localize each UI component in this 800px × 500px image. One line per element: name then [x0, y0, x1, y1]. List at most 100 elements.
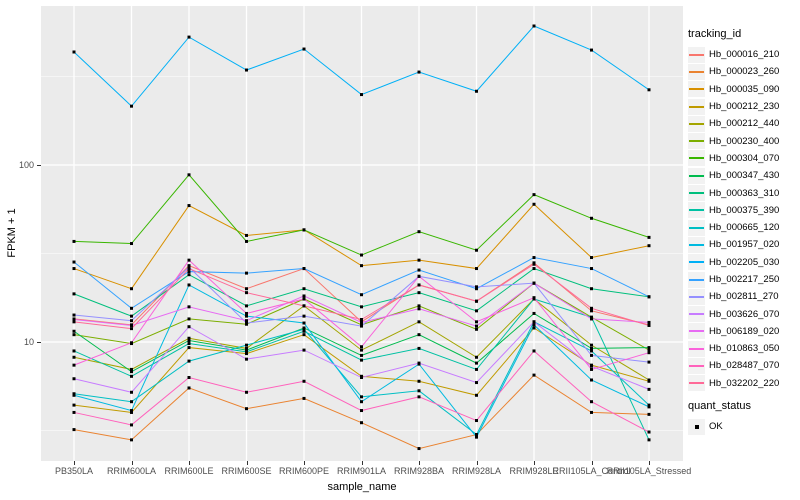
data-point-Hb_000212_440: [590, 343, 593, 347]
data-point-Hb_002217_250: [245, 271, 248, 275]
data-point-Hb_000230_400: [417, 304, 421, 308]
data-point-Hb_002205_030: [647, 88, 651, 92]
data-point-Hb_002205_030: [417, 70, 421, 74]
legend-key-line-icon: [689, 209, 704, 212]
data-point-Hb_000035_090: [417, 258, 421, 262]
data-point-Hb_003626_070: [590, 364, 593, 368]
data-point-Hb_028487_070: [590, 400, 593, 404]
legend-key-swatch: [688, 219, 705, 236]
data-point-Hb_000363_310: [130, 314, 133, 318]
legend-key-swatch: [688, 167, 705, 184]
data-point-Hb_003626_070: [647, 387, 651, 391]
data-point-Hb_000304_070: [360, 253, 363, 257]
legend-tracking-id: tracking_id Hb_000016_210 Hb_000023_260 Hb…: [688, 28, 798, 392]
legend-entry: Hb_032202_220: [688, 375, 798, 392]
data-point-Hb_032202_220: [647, 323, 651, 327]
data-point-Hb_000035_090: [360, 264, 363, 268]
data-point-Hb_000035_090: [130, 287, 133, 291]
data-point-Hb_003626_070: [187, 325, 191, 329]
legend-entry: Hb_000665_120: [688, 219, 798, 236]
data-point-Hb_002811_270: [302, 314, 306, 318]
legend-key-swatch: [688, 202, 705, 219]
data-point-Hb_000212_230: [417, 379, 421, 383]
legend-entries: Hb_000016_210 Hb_000023_260 Hb_000035_090 H…: [688, 46, 798, 392]
data-point-Hb_003626_070: [532, 320, 536, 324]
data-point-Hb_000347_430: [187, 338, 191, 342]
data-point-Hb_000035_090: [187, 204, 191, 208]
data-point-Hb_000023_260: [417, 447, 421, 451]
data-point-Hb_028487_070: [302, 379, 306, 383]
data-point-Hb_002217_250: [647, 295, 651, 299]
data-point-Hb_003626_070: [302, 348, 306, 352]
data-point-Hb_003626_070: [72, 377, 76, 381]
legend2-entries: OK: [688, 418, 798, 435]
data-point-Hb_006189_020: [72, 318, 76, 322]
x-tick-label: RRIM600PE: [278, 466, 330, 476]
data-point-Hb_000347_430: [245, 348, 248, 352]
data-point-Hb_000375_390: [130, 374, 133, 378]
legend-entry-label: Hb_002217_250: [709, 274, 780, 285]
data-point-Hb_006189_020: [647, 320, 651, 324]
x-tick-mark: [476, 461, 478, 465]
x-tick-mark: [649, 461, 650, 465]
legend-entry: Hb_000035_090: [688, 81, 798, 98]
data-point-Hb_002205_030: [245, 68, 248, 72]
data-point-Hb_000304_070: [475, 248, 478, 252]
data-point-Hb_006189_020: [130, 323, 133, 327]
x-tick-label: RRIM600SE: [221, 466, 272, 476]
legend-entry-label: Hb_010863_050: [709, 343, 780, 355]
data-point-Hb_001957_020: [360, 400, 363, 404]
data-point-Hb_002217_250: [475, 287, 478, 291]
legend-key-line-icon: [689, 313, 704, 316]
legend-key-swatch: [688, 340, 705, 357]
legend-entry-label: Hb_000375_390: [709, 204, 780, 216]
data-point-Hb_000665_120: [417, 389, 421, 393]
data-point-Hb_028487_070: [130, 423, 133, 427]
data-point-Hb_000665_120: [72, 392, 76, 396]
legend-entry-label: Hb_003626_070: [709, 308, 780, 320]
legend-key-swatch: [688, 98, 705, 115]
data-point-Hb_002205_030: [302, 47, 306, 51]
data-point-Hb_000023_260: [532, 373, 536, 377]
data-point-Hb_001957_020: [72, 393, 76, 397]
legend-quant-status: quant_status OK: [688, 400, 798, 435]
data-point-Hb_028487_070: [72, 410, 76, 414]
data-point-Hb_032202_220: [417, 283, 421, 287]
x-tick-label: RRIM928LA: [451, 466, 502, 476]
data-point-Hb_000363_310: [590, 287, 593, 291]
legend-entry: Hb_000363_310: [688, 184, 798, 202]
data-point-Hb_002811_270: [475, 285, 478, 289]
legend-key-swatch: [688, 63, 705, 80]
data-point-Hb_028487_070: [245, 390, 248, 394]
data-point-Hb_028487_070: [417, 395, 421, 399]
legend-key-swatch: [688, 81, 705, 98]
data-point-Hb_000212_230: [130, 410, 133, 414]
legend-entry-label: Hb_000212_440: [709, 118, 780, 130]
x-tick-label: RRIM600LE: [164, 466, 214, 476]
data-point-Hb_000212_440: [187, 336, 191, 340]
data-point-Hb_000363_310: [417, 291, 421, 295]
data-point-Hb_010863_050: [72, 363, 76, 367]
data-point-Hb_006189_020: [302, 294, 306, 298]
data-point-Hb_000375_390: [302, 329, 306, 333]
data-point-Hb_002217_250: [532, 256, 536, 260]
y-tick-label: 100: [18, 160, 34, 170]
data-point-Hb_000212_230: [302, 333, 306, 337]
data-point-Hb_010863_050: [647, 351, 651, 355]
data-point-Hb_000023_260: [647, 412, 651, 416]
legend-entry: Hb_000016_210: [688, 46, 798, 63]
data-point-Hb_000035_090: [532, 202, 536, 206]
data-point-Hb_002205_030: [72, 50, 76, 54]
data-point-Hb_000016_210: [245, 287, 248, 291]
x-tick-mark: [419, 461, 420, 465]
legend-entry: Hb_006189_020: [688, 323, 798, 340]
legend-key-line-icon: [689, 192, 704, 195]
data-point-Hb_002217_250: [417, 268, 421, 272]
data-point-Hb_002811_270: [72, 313, 76, 317]
data-point-Hb_010863_050: [245, 311, 248, 315]
data-point-Hb_028487_070: [475, 419, 478, 423]
data-point-Hb_000375_390: [360, 358, 363, 362]
legend-entry: Hb_002811_270: [688, 288, 798, 305]
x-tick-label: PB350LA: [54, 466, 94, 476]
data-point-Hb_000304_070: [187, 173, 191, 177]
